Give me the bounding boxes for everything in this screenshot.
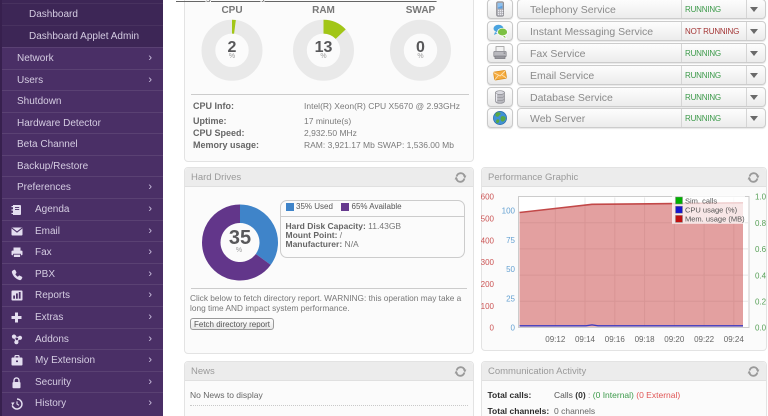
svg-text:50: 50 bbox=[506, 265, 515, 274]
svg-text:CPU usage (%): CPU usage (%) bbox=[685, 206, 738, 215]
svg-text:75: 75 bbox=[506, 236, 515, 245]
svg-text:09:18: 09:18 bbox=[635, 335, 656, 344]
svg-text:600: 600 bbox=[481, 193, 495, 202]
svg-text:Mem. usage (MB): Mem. usage (MB) bbox=[685, 215, 745, 224]
svg-text:0.4: 0.4 bbox=[755, 271, 767, 280]
svg-text:25: 25 bbox=[506, 295, 515, 304]
svg-text:100: 100 bbox=[481, 302, 495, 311]
svg-text:0.8: 0.8 bbox=[755, 219, 767, 228]
svg-text:09:20: 09:20 bbox=[664, 335, 685, 344]
svg-text:1.0: 1.0 bbox=[755, 193, 767, 202]
svg-text:0: 0 bbox=[511, 324, 516, 333]
svg-text:500: 500 bbox=[481, 215, 495, 224]
svg-text:0: 0 bbox=[490, 324, 495, 333]
svg-text:0.2: 0.2 bbox=[755, 298, 767, 307]
svg-text:09:12: 09:12 bbox=[545, 335, 566, 344]
svg-text:300: 300 bbox=[481, 258, 495, 267]
svg-text:09:16: 09:16 bbox=[605, 335, 626, 344]
svg-text:400: 400 bbox=[481, 236, 495, 245]
svg-text:100: 100 bbox=[502, 207, 516, 216]
svg-text:200: 200 bbox=[481, 280, 495, 289]
svg-text:09:24: 09:24 bbox=[724, 335, 745, 344]
svg-text:Sim. calls: Sim. calls bbox=[685, 196, 717, 205]
svg-text:0.0: 0.0 bbox=[755, 324, 767, 333]
svg-text:09:22: 09:22 bbox=[694, 335, 715, 344]
svg-text:09:14: 09:14 bbox=[575, 335, 596, 344]
svg-text:0.6: 0.6 bbox=[755, 245, 767, 254]
